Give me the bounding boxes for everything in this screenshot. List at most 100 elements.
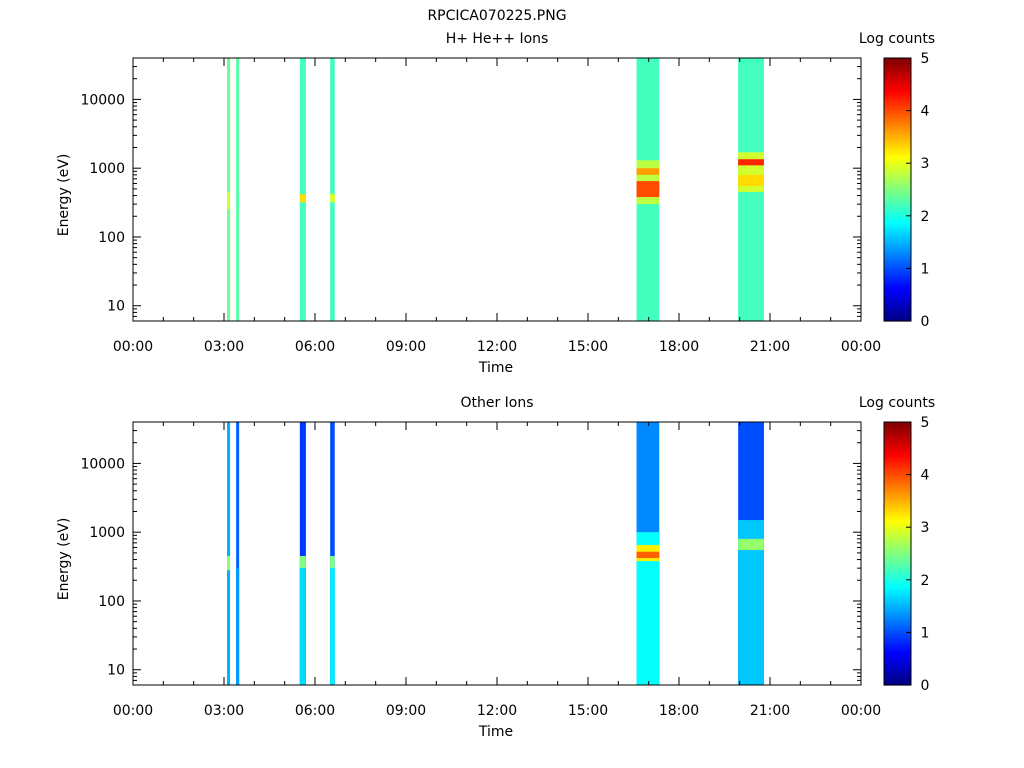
panel-top-colorbar: 0 1 2 3 4 5 xyxy=(883,51,930,330)
colorbar-cell xyxy=(884,616,911,620)
data-interval-2 xyxy=(299,58,306,321)
data-band-4-0 xyxy=(636,532,660,685)
colorbar-cell xyxy=(884,313,911,317)
colorbar-cell xyxy=(884,144,911,149)
panel-bottom: Other Ions Energy (eV) Time Log counts 0… xyxy=(56,395,935,740)
colorbar-cell xyxy=(884,679,911,683)
colorbar-cell xyxy=(884,450,911,455)
colorbar-cell xyxy=(884,213,911,217)
colorbar-cell xyxy=(884,503,911,507)
colorbar-cell xyxy=(884,176,911,180)
data-interval-0 xyxy=(227,58,231,321)
data-band-4-2 xyxy=(636,551,660,559)
colorbar-cell xyxy=(884,131,911,135)
colorbar-cell xyxy=(884,92,911,96)
colorbar-cell xyxy=(884,511,911,515)
data-band-5-1 xyxy=(738,159,764,166)
colorbar-cell xyxy=(884,432,911,436)
data-band-2-0 xyxy=(299,568,306,685)
colorbar-cell xyxy=(884,663,911,668)
colorbar-cell xyxy=(884,73,911,78)
colorbar-cell xyxy=(884,200,911,204)
colorbar-cell xyxy=(884,315,911,319)
x-tick-label: 12:00 xyxy=(477,703,517,719)
x-tick-label: 09:00 xyxy=(386,339,426,355)
data-band-1-0 xyxy=(236,568,240,685)
colorbar-cell xyxy=(884,566,911,570)
colorbar-cell xyxy=(884,529,911,534)
colorbar-tick-label: 2 xyxy=(921,573,930,589)
colorbar-cell xyxy=(884,666,911,670)
colorbar-cell xyxy=(884,63,911,67)
colorbar-cell xyxy=(884,532,911,536)
colorbar-cell xyxy=(884,218,911,222)
y-tick-label: 10000 xyxy=(80,92,125,108)
colorbar-tick-label: 2 xyxy=(921,209,930,225)
data-band-5-1 xyxy=(738,538,764,551)
data-interval-3 xyxy=(330,58,335,321)
colorbar-cell xyxy=(884,571,911,576)
colorbar-cell xyxy=(884,495,911,499)
data-band-3-0 xyxy=(330,568,335,685)
colorbar-cell xyxy=(884,545,911,549)
colorbar-cell xyxy=(884,656,911,660)
panel-top-ylabel: Energy (eV) xyxy=(56,154,72,237)
x-tick-label: 18:00 xyxy=(659,703,699,719)
colorbar-cell xyxy=(884,89,911,93)
colorbar-cell xyxy=(884,461,911,465)
data-band-5-0 xyxy=(738,152,764,193)
colorbar-cell xyxy=(884,276,911,280)
colorbar-cell xyxy=(884,582,911,586)
colorbar-cell xyxy=(884,550,911,555)
colorbar-cell xyxy=(884,595,911,599)
colorbar-cell xyxy=(884,178,911,183)
panel-bottom-colorbar-label: Log counts xyxy=(859,395,935,411)
x-tick-label: 03:00 xyxy=(204,339,244,355)
panel-bottom-plot-area: 00:00 03:00 06:00 09:00 12:00 15:00 18:00 21:00… xyxy=(80,421,881,719)
colorbar-cell xyxy=(884,661,911,665)
colorbar-cell xyxy=(884,542,911,547)
colorbar-cell xyxy=(884,318,911,322)
colorbar-cell xyxy=(884,535,911,539)
colorbar-cell xyxy=(884,302,911,306)
colorbar-tick-label: 0 xyxy=(921,314,930,330)
panel-top-plot-area: 00:00 03:00 06:00 09:00 12:00 15:00 18:00 21:00… xyxy=(80,57,881,355)
colorbar-cell xyxy=(884,587,911,591)
colorbar-cell xyxy=(884,648,911,652)
colorbar-cell xyxy=(884,424,911,428)
panel-bottom-colorbar: 0 1 2 3 4 5 xyxy=(883,415,930,694)
data-interval-1 xyxy=(236,422,240,685)
colorbar-cell xyxy=(884,635,911,639)
colorbar-cell xyxy=(884,249,911,254)
colorbar-cell xyxy=(884,524,911,528)
colorbar-cell xyxy=(884,619,911,623)
colorbar-cell xyxy=(884,58,911,62)
colorbar-cell xyxy=(884,429,911,434)
colorbar-cell xyxy=(884,443,911,447)
colorbar-cell xyxy=(884,286,911,291)
colorbar-cell xyxy=(884,134,911,138)
colorbar-cell xyxy=(884,516,911,520)
data-band-0-0 xyxy=(227,192,231,210)
colorbar-cell xyxy=(884,147,911,151)
colorbar-cell xyxy=(884,231,911,235)
data-band-2-1 xyxy=(299,556,306,569)
colorbar-frame xyxy=(883,421,912,686)
colorbar-cell xyxy=(884,629,911,633)
colorbar-cell xyxy=(884,677,911,681)
colorbar-cell xyxy=(884,577,911,581)
colorbar-cell xyxy=(884,453,911,457)
colorbar-cell xyxy=(884,294,911,298)
colorbar-cell xyxy=(884,226,911,230)
colorbar-cell xyxy=(884,202,911,206)
colorbar-cell xyxy=(884,223,911,227)
colorbar-cell xyxy=(884,244,911,248)
colorbar-cell xyxy=(884,71,911,75)
colorbar-cell xyxy=(884,100,911,104)
colorbar-cell xyxy=(884,297,911,301)
colorbar-cell xyxy=(884,136,911,141)
colorbar-cell xyxy=(884,165,911,170)
y-tick-label: 10000 xyxy=(80,456,125,472)
colorbar-cell xyxy=(884,653,911,657)
colorbar-cell xyxy=(884,265,911,269)
